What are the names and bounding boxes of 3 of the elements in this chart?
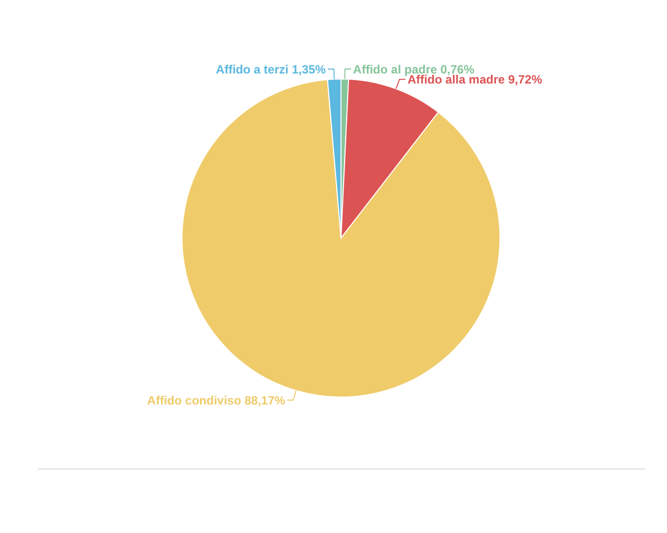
slice-label: Affido condiviso 88,17% bbox=[147, 393, 286, 408]
slice-label: Affido al padre 0,76% bbox=[353, 62, 475, 76]
slice-label: Affido a terzi 1,35% bbox=[216, 62, 326, 76]
